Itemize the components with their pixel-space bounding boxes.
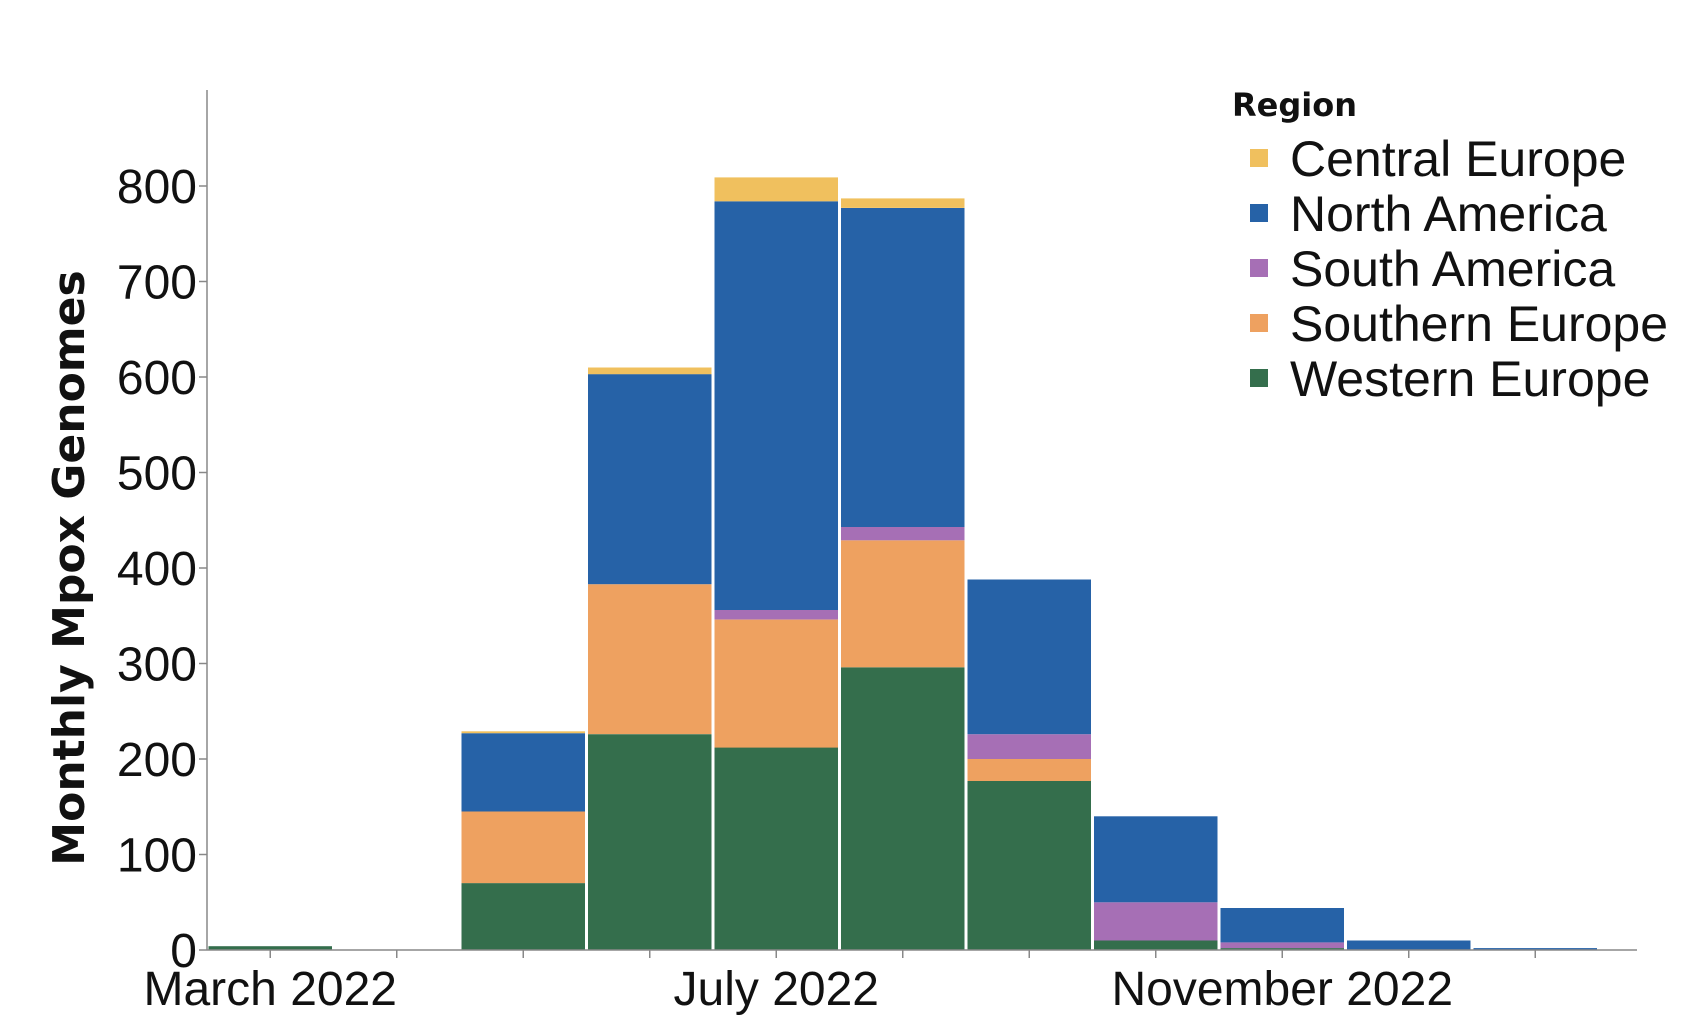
bars (208, 177, 1597, 950)
axes: 0 100 200 300 400 500 600 700 800 March 2022 July … (44, 90, 1637, 1016)
legend-label-south-america: South America (1290, 241, 1615, 297)
bar-segment-south-america-2022-10 (1094, 902, 1218, 941)
bar-segment-north-america-2022-06 (588, 374, 712, 585)
y-tick-label: 700 (117, 257, 197, 310)
bar-segment-western-europe-2022-08 (841, 667, 965, 950)
legend-label-central-europe: Central Europe (1290, 131, 1626, 187)
legend-label-north-america: North America (1290, 186, 1607, 242)
bar-segment-north-america-2022-09 (967, 579, 1091, 735)
bar-segment-north-america-2022-10 (1094, 816, 1218, 903)
bar-segment-western-europe-2022-11 (1220, 948, 1344, 950)
bar-segment-southern-europe-2022-08 (841, 540, 965, 668)
bar-segment-southern-europe-2022-06 (588, 584, 712, 735)
y-tick-label: 400 (117, 543, 197, 596)
bar-segment-western-europe-2022-05 (461, 883, 585, 950)
bar-segment-western-europe-2022-09 (967, 781, 1091, 950)
bar-segment-southern-europe-2022-07 (714, 619, 838, 748)
legend-swatch-western-europe (1250, 369, 1268, 387)
bar-segment-southern-europe-2022-09 (967, 759, 1091, 781)
bar-segment-south-america-2022-11 (1220, 942, 1344, 949)
bar-segment-western-europe-2022-07 (714, 747, 838, 950)
bar-segment-western-europe-2022-10 (1094, 940, 1218, 950)
y-tick-label: 500 (117, 448, 197, 501)
legend-label-southern-europe: Southern Europe (1290, 296, 1668, 352)
bar-segment-western-europe-2022-03 (208, 946, 332, 950)
bar-segment-north-america-2022-08 (841, 208, 965, 527)
y-axis-title: Monthly Mpox Genomes (44, 270, 95, 865)
bar-segment-north-america-2022-11 (1220, 908, 1344, 943)
bar-segment-central-europe-2022-08 (841, 198, 965, 208)
legend-swatch-north-america (1250, 204, 1268, 222)
legend-label-western-europe: Western Europe (1290, 351, 1650, 407)
y-tick-label: 100 (117, 830, 197, 883)
bar-segment-north-america-2022-12 (1347, 940, 1471, 950)
bar-segment-south-america-2022-07 (714, 610, 838, 620)
bar-segment-north-america-2022-05 (461, 733, 585, 812)
bar-segment-central-europe-2022-06 (588, 367, 712, 375)
bar-segment-southern-europe-2022-05 (461, 811, 585, 884)
bar-segment-north-america-2023-01 (1473, 948, 1597, 950)
x-tick-label: March 2022 (144, 963, 397, 1016)
legend-title: Region (1232, 86, 1357, 124)
y-tick-label: 600 (117, 352, 197, 405)
x-tick-label: July 2022 (674, 963, 879, 1016)
bar-segment-central-europe-2022-05 (461, 731, 585, 734)
x-tick-label: November 2022 (1111, 963, 1453, 1016)
legend-swatch-central-europe (1250, 149, 1268, 167)
y-tick-label: 300 (117, 639, 197, 692)
legend-swatch-south-america (1250, 259, 1268, 277)
bar-segment-north-america-2022-07 (714, 201, 838, 611)
legend-swatch-southern-europe (1250, 314, 1268, 332)
bar-segment-south-america-2022-08 (841, 526, 965, 541)
y-tick-label: 200 (117, 734, 197, 787)
bar-segment-western-europe-2022-06 (588, 734, 712, 950)
y-tick-label: 800 (117, 161, 197, 214)
y-tick-label: 0 (170, 925, 197, 978)
bar-segment-south-america-2022-09 (967, 734, 1091, 759)
bar-segment-central-europe-2022-07 (714, 177, 838, 202)
